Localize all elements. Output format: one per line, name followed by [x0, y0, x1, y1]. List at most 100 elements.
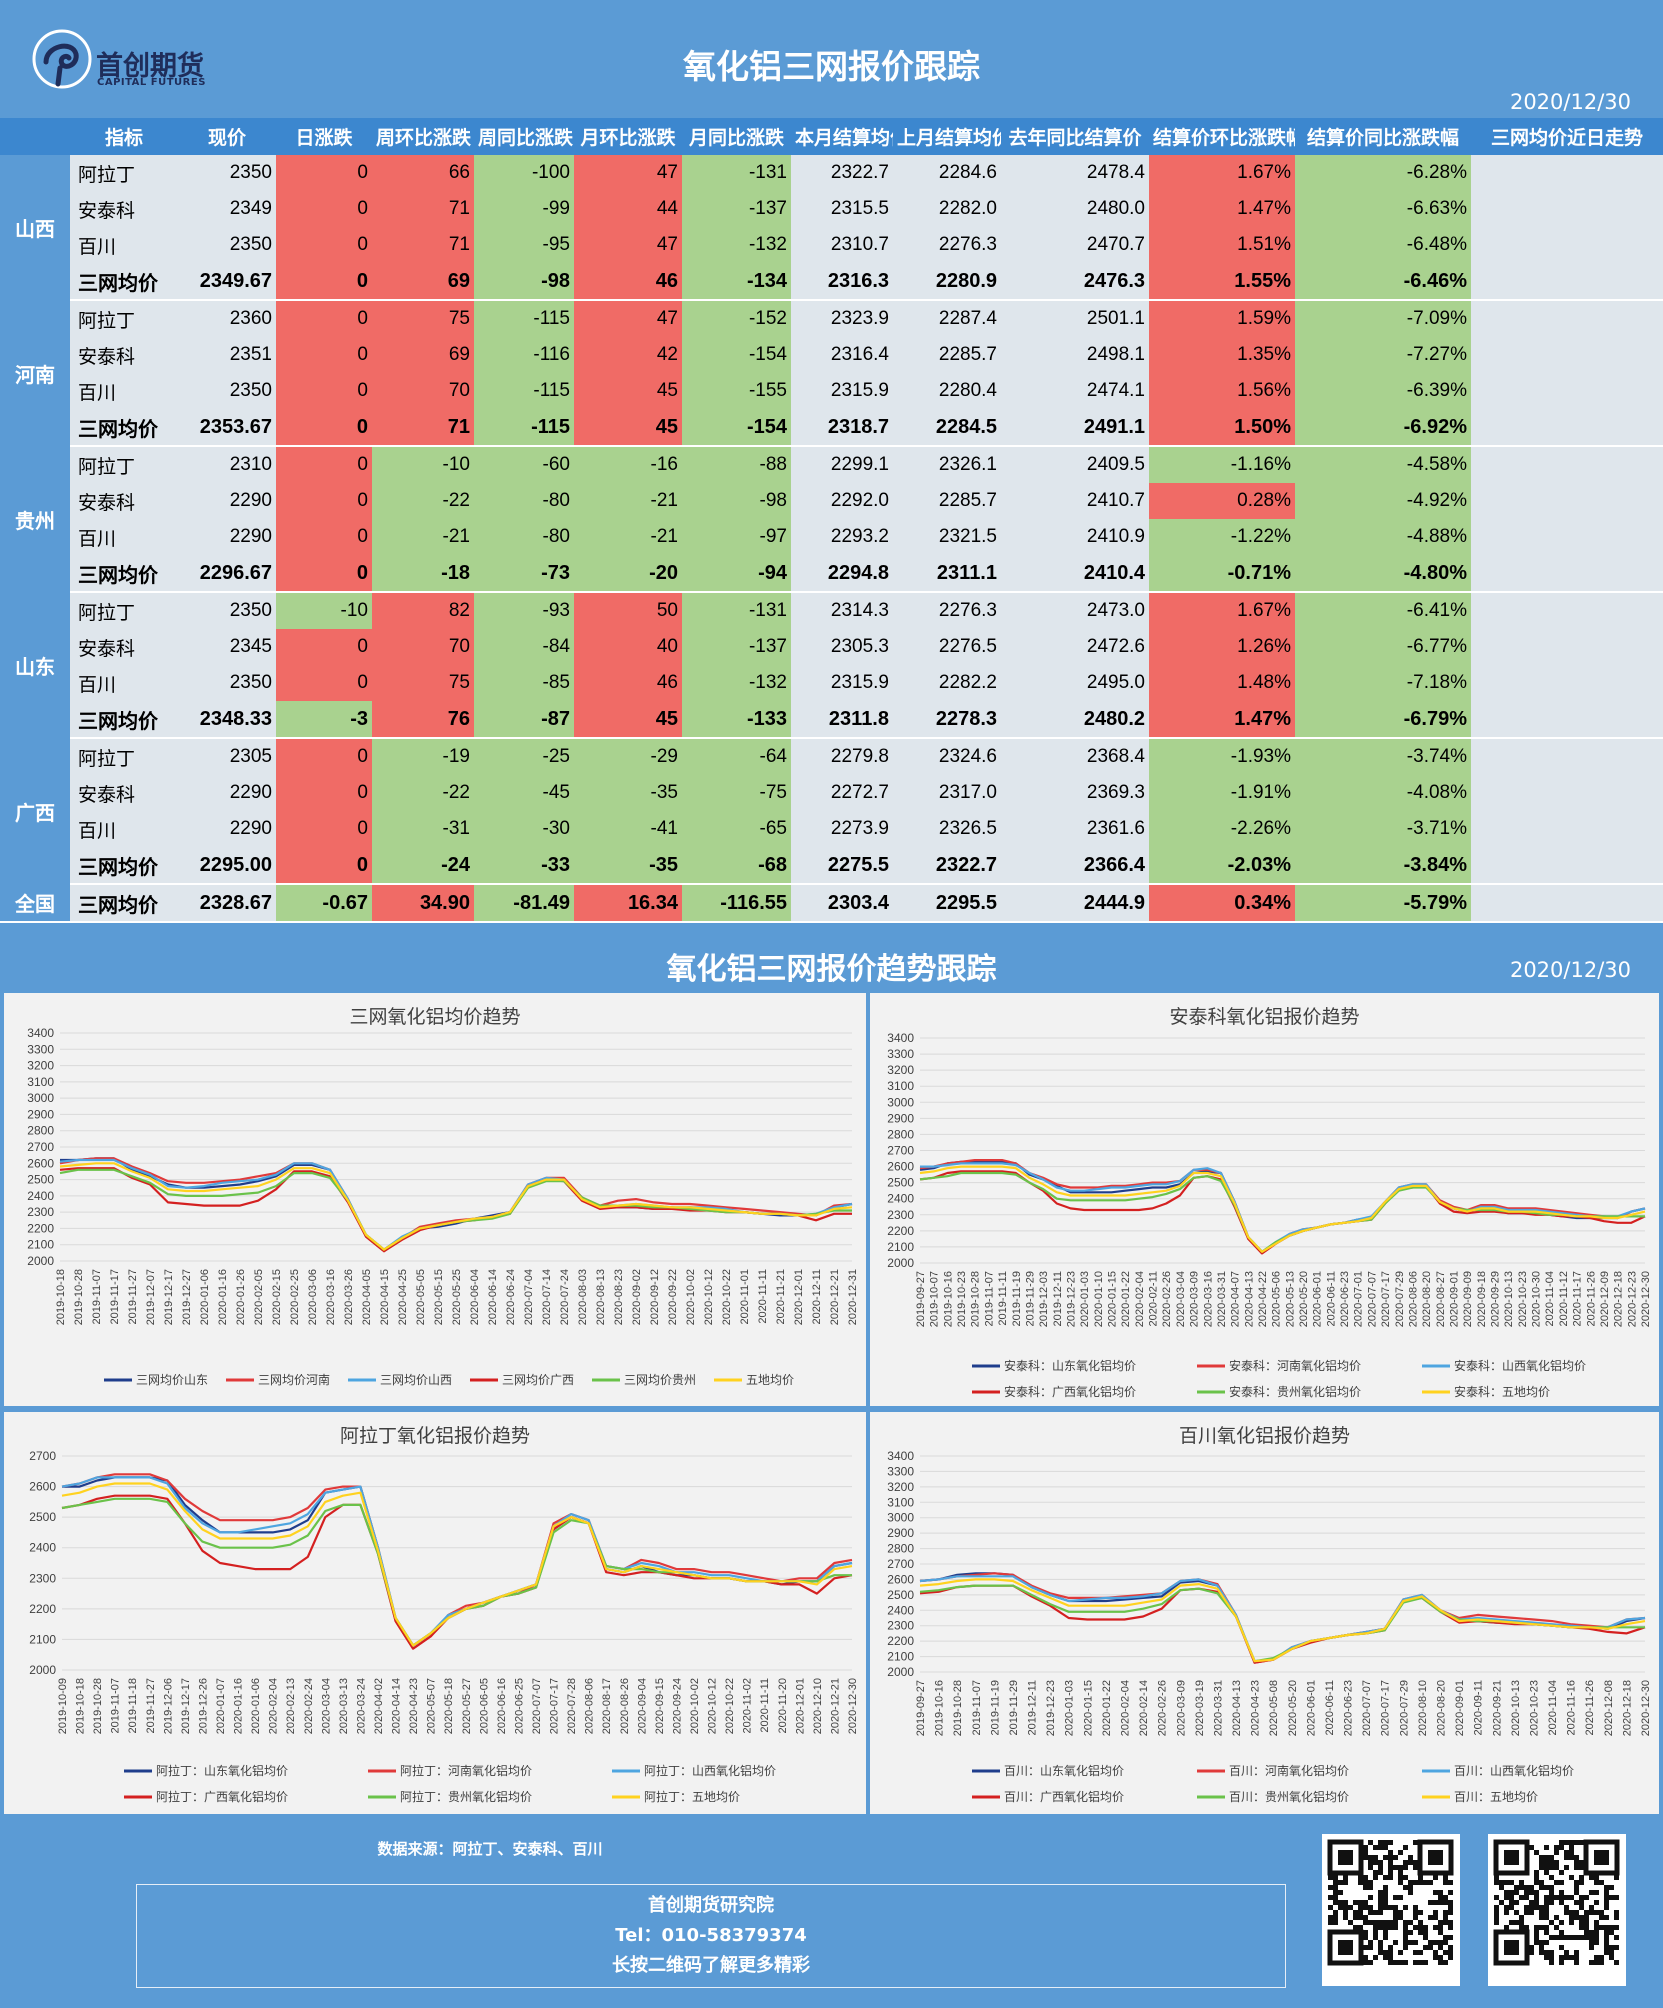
- table-cell: 1.35%: [1149, 337, 1295, 373]
- x-tick-label: 2019-11-11: [997, 1271, 1009, 1326]
- column-header: 月环比涨跌: [574, 118, 682, 155]
- x-tick-label: 2020-06-23: [1343, 1680, 1355, 1736]
- x-tick-label: 2020-07-07: [1366, 1271, 1378, 1327]
- y-tick-label: 3400: [887, 1031, 914, 1045]
- table-row: 三网均价 2353.67 0 71 -115 45 -154 2318.7 2284.5 2491…: [0, 409, 1663, 447]
- table-cell: -6.41%: [1295, 592, 1471, 629]
- x-tick-label: 2020-04-13: [1231, 1680, 1243, 1736]
- y-tick-label: 2100: [887, 1650, 914, 1664]
- table-cell: -6.28%: [1295, 155, 1471, 191]
- header-region: [0, 118, 70, 155]
- table-cell: 2350: [178, 592, 276, 629]
- table-cell: 82: [372, 592, 474, 629]
- y-tick-label: 2700: [887, 1144, 914, 1158]
- x-tick-label: 2020-04-14: [391, 1678, 403, 1734]
- table-cell: -154: [682, 337, 791, 373]
- table-cell: -98: [682, 483, 791, 519]
- legend-label: 阿拉丁：河南氧化铝均价: [400, 1763, 532, 1778]
- x-tick-label: 2020-03-26: [343, 1269, 355, 1325]
- x-tick-label: 2020-10-13: [1503, 1271, 1515, 1327]
- source-label: 三网均价: [70, 409, 178, 447]
- x-tick-label: 2020-05-08: [1268, 1680, 1280, 1736]
- table-cell: 2282.0: [893, 191, 1001, 227]
- x-tick-label: 2020-03-24: [355, 1678, 367, 1734]
- table-cell: -24: [372, 847, 474, 885]
- table-cell: -88: [682, 446, 791, 483]
- qr-code-icon[interactable]: [1322, 1834, 1460, 1986]
- table-cell: -80: [474, 483, 574, 519]
- x-tick-label: 2020-12-11: [811, 1269, 823, 1324]
- table-cell: -4.92%: [1295, 483, 1471, 519]
- table-cell: 2275.5: [791, 847, 893, 885]
- legend-label: 百川：广西氧化铝均价: [1004, 1789, 1124, 1804]
- x-tick-label: 2020-04-25: [397, 1269, 409, 1325]
- table-cell: 2305.3: [791, 629, 893, 665]
- x-tick-label: 2019-12-11: [1027, 1680, 1039, 1735]
- chart-title: 三网氧化铝均价趋势: [349, 1006, 520, 1028]
- table-cell: 0.34%: [1149, 884, 1295, 923]
- y-tick-label: 2400: [887, 1603, 914, 1617]
- y-tick-label: 2800: [887, 1127, 914, 1141]
- table-cell: 2316.4: [791, 337, 893, 373]
- table-cell: -21: [574, 483, 682, 519]
- y-tick-label: 3400: [887, 1449, 914, 1463]
- table-cell: 2287.4: [893, 300, 1001, 337]
- table-row: 河南 阿拉丁 2360 0 75 -115 47 -152 2323.9 2287.4 2501.1…: [0, 300, 1663, 446]
- table-cell: 0: [276, 227, 372, 263]
- table-cell: -10: [276, 592, 372, 629]
- x-tick-label: 2019-11-07: [110, 1678, 122, 1733]
- x-tick-label: 2020-05-18: [443, 1678, 455, 1734]
- y-tick-label: 2000: [27, 1254, 54, 1268]
- y-tick-label: 2800: [27, 1124, 54, 1138]
- x-tick-label: 2020-03-16: [1202, 1271, 1214, 1327]
- x-tick-label: 2020-02-04: [268, 1678, 280, 1734]
- y-tick-label: 2800: [887, 1542, 914, 1556]
- table-cell: 2328.67: [178, 884, 276, 923]
- table-cell: 2350: [178, 155, 276, 191]
- x-tick-label: 2020-11-02: [742, 1678, 754, 1733]
- column-header: 现价: [178, 118, 276, 155]
- legend-label: 安泰科：山西氧化铝均价: [1454, 1358, 1586, 1373]
- chart-aladdin: 阿拉丁氧化铝报价趋势 2700 2600 2500 2400 2300 2200 2100 20…: [4, 1412, 866, 1814]
- table-cell: 2470.7: [1001, 227, 1149, 263]
- source-label: 三网均价: [70, 884, 178, 923]
- x-tick-label: 2020-11-20: [777, 1678, 789, 1733]
- table-row: 百川 2350 0 71 -95 47 -132 2310.7 2276.3 2470.7 1.51…: [0, 227, 1663, 263]
- x-tick-label: 2020-04-02: [373, 1678, 385, 1734]
- chart-three-net-average: 三网氧化铝均价趋势 3400 3300 3200 3100 3000 2900 2800 270…: [4, 993, 866, 1406]
- y-tick-label: 2400: [887, 1192, 914, 1206]
- x-tick-label: 2020-10-22: [721, 1269, 733, 1325]
- table-cell: 2314.3: [791, 592, 893, 629]
- table-cell: 0: [276, 409, 372, 447]
- table-cell: 2311.8: [791, 701, 893, 739]
- source-label: 阿拉丁: [70, 446, 178, 483]
- y-tick-label: 2500: [29, 1510, 56, 1524]
- table-cell: 0: [276, 446, 372, 483]
- table-cell: -132: [682, 665, 791, 701]
- x-tick-label: 2019-10-28: [952, 1680, 964, 1736]
- x-tick-label: 2020-12-21: [829, 1678, 841, 1734]
- table-cell: -60: [474, 446, 574, 483]
- x-tick-label: 2019-12-23: [1045, 1680, 1057, 1736]
- legend-label: 安泰科：广西氧化铝均价: [1004, 1384, 1136, 1399]
- x-tick-label: 2019-11-17: [109, 1269, 121, 1324]
- x-tick-label: 2020-08-27: [1435, 1271, 1447, 1327]
- table-cell: 1.55%: [1149, 263, 1295, 301]
- x-tick-label: 2020-09-12: [649, 1269, 661, 1325]
- y-tick-label: 3300: [27, 1042, 54, 1056]
- table-cell: -6.63%: [1295, 191, 1471, 227]
- x-tick-label: 2020-08-06: [584, 1678, 596, 1734]
- table-cell: -6.48%: [1295, 227, 1471, 263]
- legend-label: 百川：山西氧化铝均价: [1454, 1763, 1574, 1778]
- series-line: [61, 1473, 853, 1650]
- x-tick-label: 2020-10-12: [707, 1678, 719, 1734]
- x-tick-label: 2020-11-01: [739, 1269, 751, 1324]
- column-header: 本月结算均价: [791, 118, 893, 155]
- table-cell: 2285.7: [893, 483, 1001, 519]
- table-cell: -0.71%: [1149, 555, 1295, 593]
- source-label: 安泰科: [70, 775, 178, 811]
- qr-code-icon[interactable]: [1488, 1834, 1626, 1986]
- x-tick-label: 2019-10-28: [73, 1269, 85, 1325]
- table-cell: 0: [276, 337, 372, 373]
- x-tick-label: 2020-09-04: [636, 1678, 648, 1734]
